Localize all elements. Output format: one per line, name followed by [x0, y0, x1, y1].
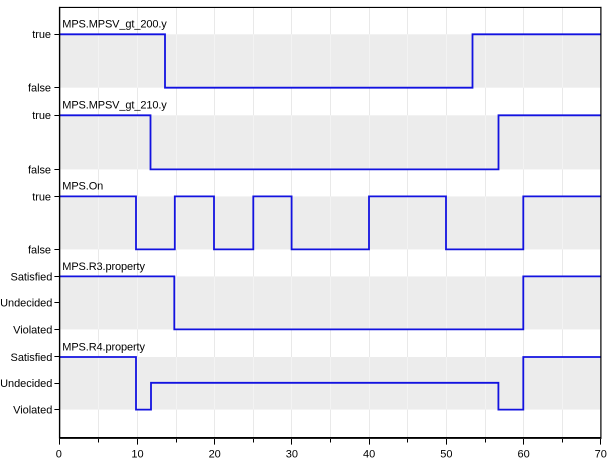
svg-text:MPS.R3.property: MPS.R3.property: [62, 261, 145, 273]
svg-text:Satisfied: Satisfied: [11, 271, 53, 283]
svg-text:Satisfied: Satisfied: [11, 352, 53, 364]
svg-text:Undecided: Undecided: [0, 378, 52, 390]
svg-text:0: 0: [56, 448, 62, 460]
svg-text:true: true: [32, 29, 51, 41]
svg-text:Violated: Violated: [13, 324, 52, 336]
svg-text:MPS.MPSV_gt_210.y: MPS.MPSV_gt_210.y: [62, 100, 167, 112]
svg-text:MPS.R4.property: MPS.R4.property: [62, 341, 145, 353]
svg-text:20: 20: [209, 448, 221, 460]
svg-text:60: 60: [517, 448, 529, 460]
svg-text:MPS.MPSV_gt_200.y: MPS.MPSV_gt_200.y: [62, 19, 167, 31]
svg-text:true: true: [32, 191, 51, 203]
svg-text:MPS.On: MPS.On: [62, 180, 103, 192]
svg-text:false: false: [28, 83, 51, 95]
svg-text:false: false: [28, 164, 51, 176]
svg-text:false: false: [28, 244, 51, 256]
svg-text:true: true: [32, 110, 51, 122]
svg-text:50: 50: [440, 448, 452, 460]
svg-text:Undecided: Undecided: [0, 298, 52, 310]
svg-text:40: 40: [363, 448, 375, 460]
svg-text:70: 70: [595, 448, 607, 460]
svg-text:10: 10: [131, 448, 143, 460]
svg-text:Violated: Violated: [13, 405, 52, 417]
svg-text:30: 30: [286, 448, 298, 460]
